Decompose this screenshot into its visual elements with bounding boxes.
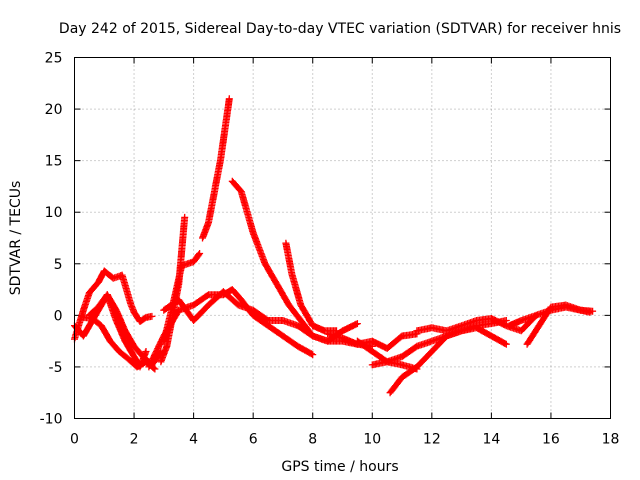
x-tick-label: 8 bbox=[308, 432, 317, 448]
chart-title: Day 242 of 2015, Sidereal Day-to-day VTE… bbox=[59, 21, 621, 37]
x-tick-label: 18 bbox=[602, 432, 620, 448]
x-tick-label: 12 bbox=[423, 432, 441, 448]
x-tick-label: 14 bbox=[482, 432, 500, 448]
plus-markers bbox=[523, 301, 597, 348]
y-tick-label: 15 bbox=[45, 154, 63, 170]
y-tick-label: 25 bbox=[45, 51, 63, 67]
y-tick-label: 0 bbox=[54, 308, 63, 324]
plus-markers bbox=[386, 324, 510, 397]
grid bbox=[74, 57, 611, 419]
x-axis-label: GPS time / hours bbox=[281, 459, 398, 475]
series-trace-o bbox=[386, 324, 510, 397]
series-trace-p bbox=[413, 311, 540, 335]
data-series bbox=[71, 95, 597, 397]
y-tick-label: 5 bbox=[54, 257, 63, 273]
y-tick-label: 20 bbox=[45, 102, 63, 118]
y-tick-label: -5 bbox=[49, 360, 63, 376]
axis-ticks: 0 2 4 6 8 10 12 14 16 18 -10 -5 0 5 10 15 20 25 bbox=[40, 51, 620, 448]
plus-markers bbox=[199, 95, 233, 242]
y-axis-label: SDTVAR / TECUs bbox=[8, 181, 24, 296]
x-tick-label: 0 bbox=[70, 432, 79, 448]
plus-markers bbox=[228, 177, 361, 345]
series-trace-r bbox=[523, 301, 597, 348]
plot-border bbox=[74, 57, 611, 419]
y-tick-label: -10 bbox=[40, 412, 63, 428]
series-trace-k bbox=[282, 239, 340, 335]
x-tick-label: 4 bbox=[189, 432, 198, 448]
series-trace-g bbox=[199, 95, 233, 242]
plus-markers bbox=[413, 311, 540, 335]
series-trace-h bbox=[228, 177, 361, 345]
x-tick-label: 2 bbox=[130, 432, 139, 448]
x-tick-label: 10 bbox=[363, 432, 381, 448]
y-tick-label: 10 bbox=[45, 205, 63, 221]
x-tick-label: 6 bbox=[249, 432, 258, 448]
plus-markers bbox=[282, 239, 340, 335]
x-tick-label: 16 bbox=[542, 432, 560, 448]
